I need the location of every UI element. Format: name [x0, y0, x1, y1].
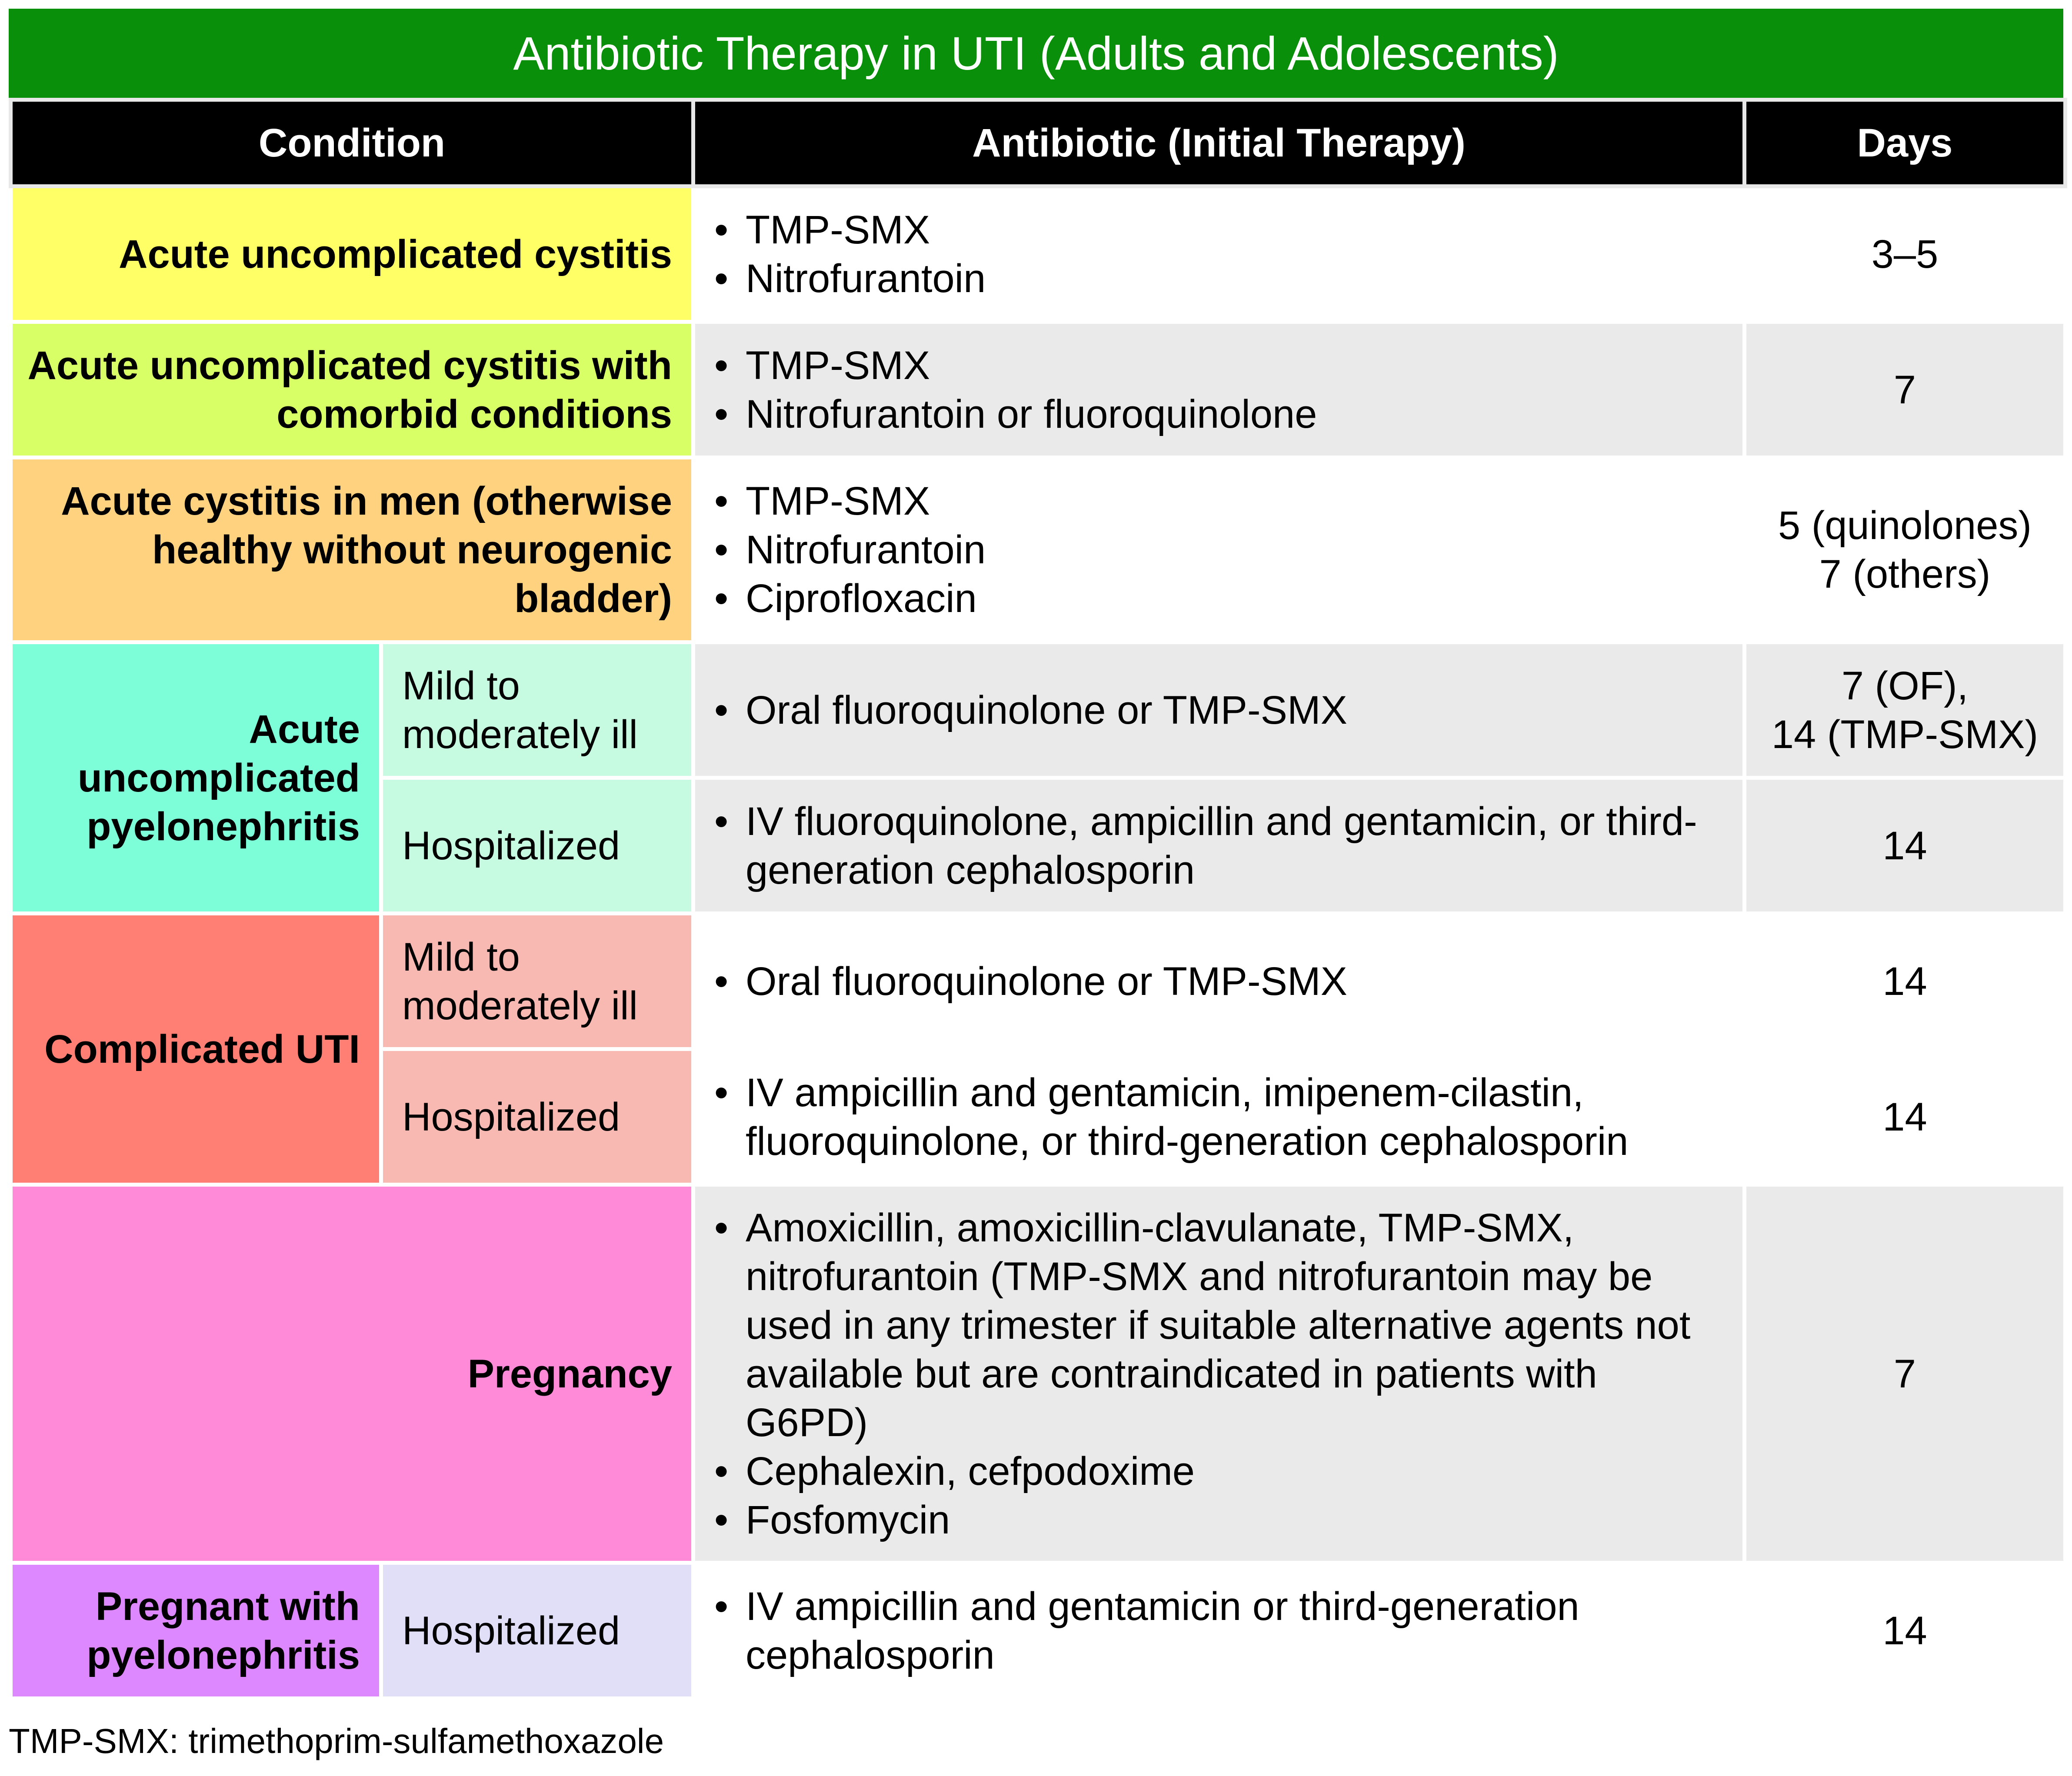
antibiotic-item: Cephalexin, cefpodoxime	[714, 1447, 1725, 1496]
severity-cell: Hospitalized	[379, 776, 695, 915]
table-row: Complicated UTI Mild to moderately ill O…	[9, 911, 2067, 1187]
therapy-table: Condition Antibiotic (Initial Therapy) D…	[9, 98, 2067, 1700]
days-cell: 5 (quinolones) 7 (others)	[1742, 456, 2067, 644]
table-row: Acute uncomplicated pyelonephritis Mild …	[9, 640, 2067, 915]
severity-cell: Mild to moderately ill	[379, 640, 695, 780]
antibiotic-item: Oral fluoroquinolone or TMP-SMX	[714, 686, 1725, 735]
days-cell: 14	[1742, 1047, 2067, 1187]
antibiotic-cell: TMP-SMXNitrofurantoin or fluoroquinolone	[691, 320, 1746, 459]
antibiotic-item: TMP-SMX	[714, 206, 1725, 254]
table-row: Acute cystitis in men (otherwise healthy…	[9, 456, 2067, 644]
header-antibiotic: Antibiotic (Initial Therapy)	[691, 98, 1746, 188]
table-row: Acute uncomplicated cystitis TMP-SMXNitr…	[9, 184, 2067, 324]
antibiotic-list: Amoxicillin, amoxicillin-clavulanate, TM…	[695, 1204, 1742, 1544]
days-cell: 14	[1742, 911, 2067, 1051]
antibiotic-cell: IV fluoroquinolone, ampicillin and genta…	[691, 776, 1746, 915]
antibiotic-cell: TMP-SMXNitrofurantoinCiprofloxacin	[691, 456, 1746, 644]
table-row: Hospitalized IV fluoroquinolone, ampicil…	[11, 776, 2067, 915]
days-cell: 14	[1742, 776, 2067, 915]
antibiotic-cell: Amoxicillin, amoxicillin-clavulanate, TM…	[691, 1183, 1746, 1565]
days-line: 7 (others)	[1819, 552, 1991, 596]
table-row: Hospitalized IV ampicillin and gentamici…	[11, 1047, 2067, 1187]
antibiotic-list: TMP-SMXNitrofurantoinCiprofloxacin	[695, 477, 1742, 623]
antibiotic-list: IV ampicillin and gentamicin, imipenem-c…	[695, 1068, 1742, 1166]
days-cell: 3–5	[1742, 184, 2067, 324]
antibiotic-item: IV ampicillin and gentamicin or third-ge…	[714, 1582, 1725, 1680]
table-row: Acute uncomplicated cystitis with comorb…	[9, 320, 2067, 459]
severity-cell: Hospitalized	[379, 1047, 695, 1187]
severity-cell: Mild to moderately ill	[379, 911, 695, 1051]
antibiotic-cell: IV ampicillin and gentamicin or third-ge…	[691, 1561, 1746, 1700]
days-cell: 7 (OF), 14 (TMP-SMX)	[1742, 640, 2067, 780]
table-row: Pregnant with pyelonephritis Hospitalize…	[9, 1561, 2067, 1700]
condition-cell: Acute uncomplicated cystitis with comorb…	[9, 320, 695, 459]
table-row: Pregnancy Amoxicillin, amoxicillin-clavu…	[9, 1183, 2067, 1565]
days-line: 14 (TMP-SMX)	[1771, 712, 2039, 757]
antibiotic-item: Fosfomycin	[714, 1496, 1725, 1544]
header-days: Days	[1742, 98, 2067, 188]
severity-cell: Hospitalized	[379, 1561, 695, 1700]
condition-cell: Pregnant with pyelonephritis	[9, 1561, 383, 1700]
condition-cell: Acute uncomplicated cystitis	[9, 184, 695, 324]
condition-cell: Complicated UTI	[9, 911, 383, 1187]
antibiotic-list: Oral fluoroquinolone or TMP-SMX	[695, 957, 1742, 1006]
antibiotic-list: Oral fluoroquinolone or TMP-SMX	[695, 686, 1742, 735]
condition-cell: Acute uncomplicated pyelonephritis	[9, 640, 383, 915]
antibiotic-item: Nitrofurantoin	[714, 525, 1725, 574]
antibiotic-item: Nitrofurantoin	[714, 254, 1725, 303]
antibiotic-cell: IV ampicillin and gentamicin, imipenem-c…	[691, 1047, 1746, 1187]
condition-cell: Acute cystitis in men (otherwise healthy…	[9, 456, 695, 644]
antibiotic-item: Nitrofurantoin or fluoroquinolone	[714, 390, 1725, 439]
header-row: Condition Antibiotic (Initial Therapy) D…	[9, 98, 2067, 188]
antibiotic-list: IV fluoroquinolone, ampicillin and genta…	[695, 797, 1742, 895]
condition-cell: Pregnancy	[9, 1183, 695, 1565]
antibiotic-cell: TMP-SMXNitrofurantoin	[691, 184, 1746, 324]
days-line: 5 (quinolones)	[1778, 503, 2032, 548]
antibiotic-item: TMP-SMX	[714, 477, 1725, 525]
antibiotic-list: TMP-SMXNitrofurantoin or fluoroquinolone	[695, 341, 1742, 439]
days-line: 7 (OF),	[1841, 663, 1969, 708]
antibiotic-item: IV ampicillin and gentamicin, imipenem-c…	[714, 1068, 1725, 1166]
header-condition: Condition	[9, 98, 695, 188]
table-title: Antibiotic Therapy in UTI (Adults and Ad…	[9, 9, 2063, 98]
antibiotic-item: TMP-SMX	[714, 341, 1725, 390]
days-cell: 7	[1742, 320, 2067, 459]
antibiotic-list: TMP-SMXNitrofurantoin	[695, 206, 1742, 303]
days-cell: 7	[1742, 1183, 2067, 1565]
antibiotic-list: IV ampicillin and gentamicin or third-ge…	[695, 1582, 1742, 1680]
days-cell: 14	[1742, 1561, 2067, 1700]
antibiotic-item: IV fluoroquinolone, ampicillin and genta…	[714, 797, 1725, 895]
antibiotic-cell: Oral fluoroquinolone or TMP-SMX	[691, 911, 1746, 1051]
footnote: TMP-SMX: trimethoprim-sulfamethoxazole	[9, 1722, 664, 1760]
antibiotic-cell: Oral fluoroquinolone or TMP-SMX	[691, 640, 1746, 780]
antibiotic-item: Oral fluoroquinolone or TMP-SMX	[714, 957, 1725, 1006]
antibiotic-item: Amoxicillin, amoxicillin-clavulanate, TM…	[714, 1204, 1725, 1447]
antibiotic-item: Ciprofloxacin	[714, 574, 1725, 623]
